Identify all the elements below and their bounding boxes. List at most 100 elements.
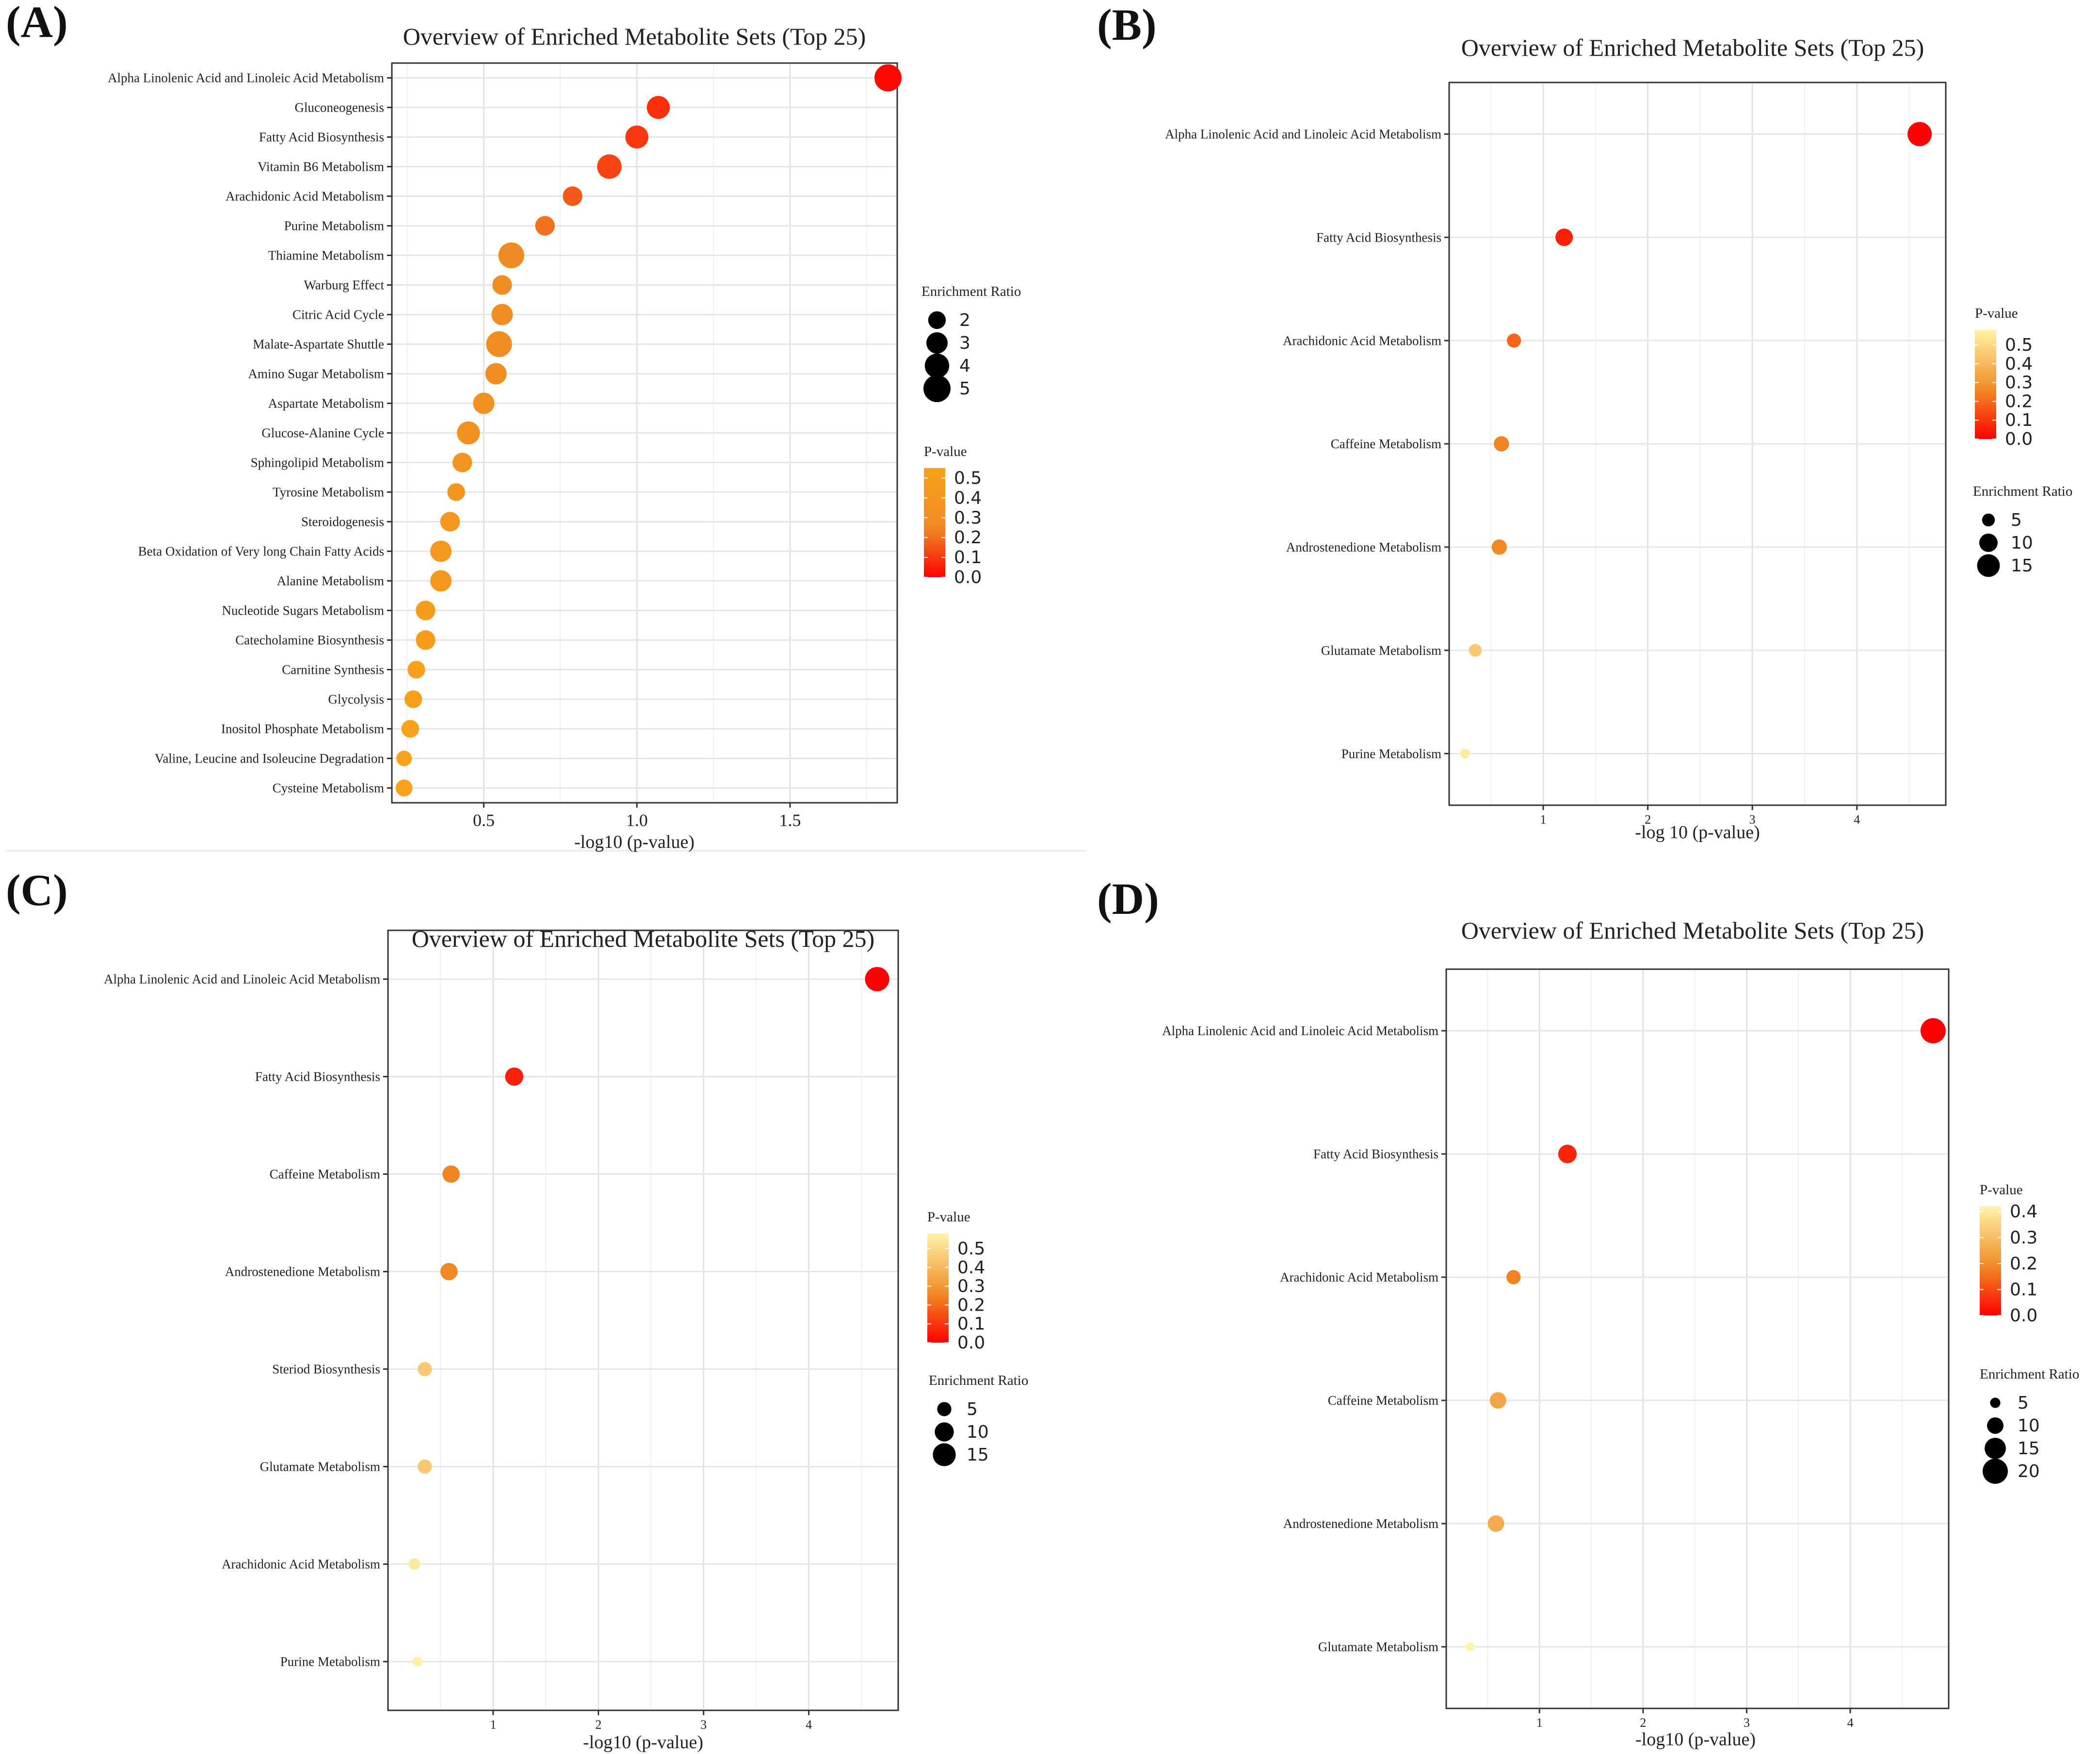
data-point (416, 630, 436, 650)
colorbar-label: 0.2 (954, 528, 982, 548)
y-tick-label: Glutamate Metabolism (1318, 1640, 1438, 1654)
data-point (440, 512, 460, 532)
size-legend-title: Enrichment Ratio (1980, 1366, 2079, 1382)
y-tick-label: Cysteine Metabolism (273, 781, 384, 796)
data-point (416, 601, 436, 620)
colorbar-label: 0.4 (2010, 1202, 2037, 1222)
colorbar-label: 0.5 (957, 1239, 985, 1259)
size-legend-label: 2 (959, 310, 970, 330)
data-point (1491, 539, 1507, 555)
data-point (395, 780, 413, 796)
y-tick-label: Fatty Acid Biosynthesis (255, 1070, 380, 1084)
size-legend-dot (924, 353, 950, 378)
y-tick-label: Gluconeogenesis (295, 100, 384, 115)
color-legend-title: P-value (1980, 1182, 2023, 1198)
data-point (491, 304, 513, 325)
size-legend-label: 10 (2011, 533, 2033, 553)
chart-title: Overview of Enriched Metabolite Sets (To… (412, 925, 875, 952)
y-tick-label: Glycolysis (328, 692, 384, 707)
panel-divider (5, 850, 1086, 852)
y-tick-label: Arachidonic Acid Metabolism (1280, 1270, 1438, 1284)
colorbar-label: 0.4 (957, 1258, 985, 1278)
data-point (874, 64, 902, 92)
size-legend-dot (1983, 1459, 2008, 1484)
colorbar-label: 0.4 (954, 488, 982, 508)
size-legend-dot (1990, 1397, 2001, 1408)
x-tick-label: 0.5 (473, 811, 495, 830)
data-point (1507, 333, 1521, 348)
y-tick-label: Caffeine Metabolism (270, 1167, 380, 1182)
data-point (473, 392, 495, 414)
data-point (442, 1165, 460, 1183)
colorbar-label: 0.0 (954, 568, 982, 587)
data-point (1558, 1144, 1577, 1164)
y-tick-label: Alpha Linolenic Acid and Linoleic Acid M… (1162, 1023, 1438, 1038)
plot-area (388, 930, 898, 1710)
size-legend-dot (928, 311, 946, 329)
data-point (404, 690, 422, 708)
data-point (1489, 1392, 1506, 1409)
color-legend-title: P-value (927, 1209, 970, 1225)
y-tick-label: Purine Metabolism (1341, 747, 1441, 761)
y-tick-label: Warburg Effect (304, 278, 384, 292)
x-tick-label: 3 (700, 1718, 707, 1732)
panel-label-c: (C) (6, 865, 68, 915)
size-legend-dot (923, 375, 951, 402)
size-legend-label: 15 (2011, 556, 2033, 576)
y-tick-label: Inositol Phosphate Metabolism (221, 722, 384, 736)
colorbar-label: 0.0 (2010, 1306, 2037, 1326)
color-legend-title: P-value (1975, 306, 2018, 321)
size-legend-label: 5 (967, 1399, 978, 1419)
y-tick-label: Amino Sugar Metabolism (248, 367, 384, 381)
y-tick-label: Glutamate Metabolism (1321, 643, 1441, 658)
plot-area (1446, 969, 1949, 1708)
y-tick-label: Valine, Leucine and Isoleucine Degradati… (155, 751, 385, 766)
panel-label-b: (B) (1097, 0, 1157, 49)
y-tick-label: Androstenedione Metabolism (1283, 1516, 1438, 1531)
chart-panel-d: Alpha Linolenic Acid and Linoleic Acid M… (1162, 917, 2079, 1750)
data-point (535, 216, 555, 236)
y-tick-label: Arachidonic Acid Metabolism (226, 189, 384, 204)
data-point (1920, 1018, 1946, 1043)
data-point (418, 1362, 432, 1377)
colorbar-label: 0.5 (954, 468, 982, 488)
y-tick-label: Androstenedione Metabolism (1286, 540, 1441, 554)
y-tick-label: Carnitine Synthesis (282, 663, 384, 677)
y-tick-label: Beta Oxidation of Very long Chain Fatty … (138, 544, 384, 559)
data-point (401, 720, 420, 738)
x-tick-label: 2 (1640, 1716, 1646, 1730)
colorbar-label: 0.1 (2010, 1280, 2037, 1299)
colorbar-label: 0.1 (954, 548, 982, 568)
y-tick-label: Arachidonic Acid Metabolism (222, 1557, 380, 1572)
data-point (1494, 436, 1509, 452)
size-legend-dot (1987, 1417, 2003, 1434)
size-legend-dot (937, 1402, 952, 1416)
colorbar-label: 0.3 (954, 508, 982, 528)
y-tick-label: Glucose-Alanine Cycle (261, 426, 384, 440)
x-tick-label: 4 (806, 1718, 812, 1732)
data-point (447, 483, 465, 501)
data-point (457, 421, 480, 445)
size-legend-dot (1977, 554, 2000, 577)
data-point (407, 661, 425, 679)
x-axis-label: -log10 (p-value) (1635, 1729, 1756, 1750)
data-point (485, 363, 507, 385)
x-tick-label: 3 (1744, 1716, 1750, 1730)
y-tick-label: Caffeine Metabolism (1328, 1393, 1438, 1408)
colorbar (927, 1234, 949, 1343)
y-tick-label: Alpha Linolenic Acid and Linoleic Acid M… (108, 71, 384, 85)
data-point (498, 242, 524, 269)
size-legend-label: 10 (2018, 1416, 2040, 1436)
size-legend-label: 5 (959, 379, 970, 399)
data-point (1487, 1515, 1504, 1532)
x-tick-label: 3 (1749, 812, 1756, 827)
y-tick-label: Steriod Biosynthesis (272, 1362, 380, 1377)
data-point (396, 750, 412, 766)
y-tick-label: Aspartate Metabolism (268, 396, 384, 411)
colorbar-label: 0.0 (2005, 429, 2033, 449)
data-point (1469, 644, 1482, 657)
size-legend-dot (935, 1422, 954, 1442)
size-legend-label: 3 (959, 333, 970, 353)
x-tick-label: 1.0 (626, 811, 648, 830)
